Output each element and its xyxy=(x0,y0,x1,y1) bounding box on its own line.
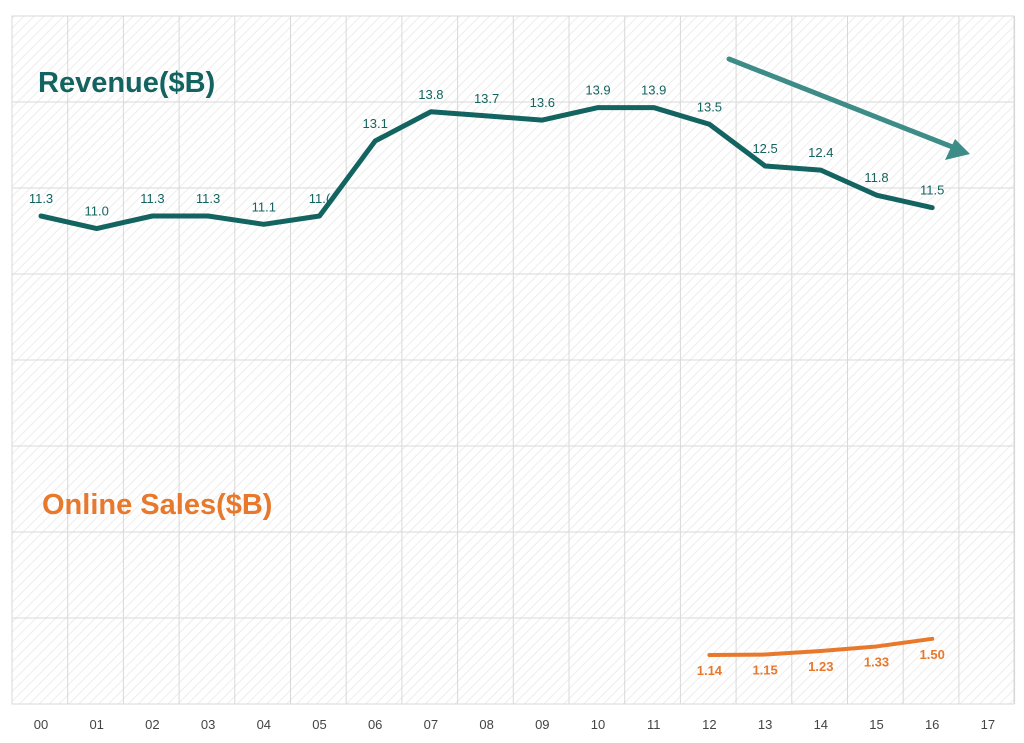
x-tick-label: 12 xyxy=(702,717,716,732)
online-sales-data-label: 1.23 xyxy=(808,659,833,674)
revenue-data-label: 13.8 xyxy=(418,87,443,102)
x-tick-label: 02 xyxy=(145,717,159,732)
x-tick-label: 00 xyxy=(34,717,48,732)
revenue-data-label: 12.4 xyxy=(808,145,833,160)
x-tick-label: 15 xyxy=(869,717,883,732)
revenue-series-title: Revenue($B) xyxy=(38,67,215,99)
online-sales-data-label: 1.33 xyxy=(864,654,889,669)
x-tick-label: 06 xyxy=(368,717,382,732)
revenue-data-label: 11.1 xyxy=(252,199,276,214)
revenue-data-label: 13.9 xyxy=(585,83,610,98)
revenue-data-label: 11.( xyxy=(309,191,331,206)
revenue-data-label: 13.7 xyxy=(474,91,499,106)
online-sales-series-title: Online Sales($B) xyxy=(42,489,272,521)
x-tick-label: 16 xyxy=(925,717,939,732)
revenue-data-label: 11.3 xyxy=(196,191,220,206)
revenue-data-label: 12.5 xyxy=(752,141,777,156)
revenue-data-label: 11.8 xyxy=(864,170,888,185)
x-tick-label: 05 xyxy=(312,717,326,732)
x-tick-label: 07 xyxy=(424,717,438,732)
revenue-data-label: 13.1 xyxy=(363,116,388,131)
trend-arrow-head xyxy=(945,139,970,160)
revenue-data-label: 11.3 xyxy=(140,191,164,206)
data-labels: 11.3 11.0 11.3 11.3 11.1 11.( 13.1 13.8 13.7 13.6… xyxy=(29,83,945,678)
revenue-data-label: 13.5 xyxy=(697,99,722,114)
x-tick-label: 10 xyxy=(591,717,605,732)
x-tick-label: 04 xyxy=(257,717,271,732)
trend-arrow-shaft xyxy=(726,56,958,151)
x-tick-label: 01 xyxy=(89,717,103,732)
online-sales-data-label: 1.14 xyxy=(697,663,723,678)
x-axis-ticks: 00 01 02 03 04 05 06 07 08 09 10 11 12 13 14 15 16 17 xyxy=(34,717,995,732)
x-tick-label: 03 xyxy=(201,717,215,732)
online-sales-data-label: 1.50 xyxy=(920,647,945,662)
x-tick-label: 17 xyxy=(981,717,995,732)
gridlines xyxy=(11,15,1016,705)
x-tick-label: 08 xyxy=(479,717,493,732)
revenue-data-label: 11.0 xyxy=(85,204,109,219)
revenue-data-label: 13.6 xyxy=(530,95,555,110)
x-tick-label: 11 xyxy=(647,717,661,732)
online-sales-data-label: 1.15 xyxy=(752,663,777,678)
x-tick-label: 09 xyxy=(535,717,549,732)
revenue-data-label: 13.9 xyxy=(641,83,666,98)
revenue-data-label: 11.3 xyxy=(29,191,53,206)
series-layer xyxy=(38,105,935,657)
trend-arrow-layer xyxy=(726,56,970,160)
x-tick-label: 14 xyxy=(814,717,828,732)
x-tick-label: 13 xyxy=(758,717,772,732)
revenue-data-label: 11.5 xyxy=(920,183,944,198)
